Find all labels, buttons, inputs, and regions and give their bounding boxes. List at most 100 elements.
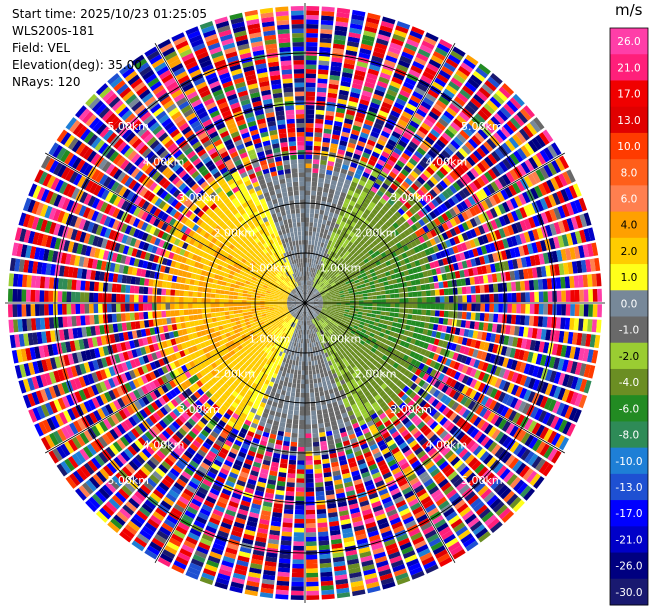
velocity-gate xyxy=(305,411,310,416)
velocity-gate xyxy=(286,373,290,378)
velocity-gate xyxy=(319,540,330,545)
velocity-gate xyxy=(284,363,288,368)
velocity-gate xyxy=(306,519,316,524)
velocity-gate xyxy=(435,310,440,316)
velocity-gate xyxy=(318,65,329,70)
velocity-gate xyxy=(336,306,341,308)
velocity-gate xyxy=(306,537,316,542)
velocity-gate xyxy=(306,478,314,483)
velocity-gate xyxy=(520,281,525,291)
velocity-gate xyxy=(306,447,312,452)
velocity-gate xyxy=(547,317,552,328)
velocity-gate xyxy=(448,288,453,295)
velocity-gate xyxy=(317,87,327,92)
velocity-gate xyxy=(320,373,324,378)
velocity-gate xyxy=(467,295,472,302)
velocity-gate xyxy=(385,290,390,294)
velocity-gate xyxy=(318,182,324,187)
velocity-gate xyxy=(312,177,318,182)
velocity-gate xyxy=(318,536,329,541)
velocity-gate xyxy=(465,321,470,329)
velocity-gate xyxy=(367,313,372,317)
velocity-gate xyxy=(306,541,317,546)
velocity-gate xyxy=(584,289,589,301)
velocity-gate xyxy=(313,374,317,379)
velocity-gate xyxy=(313,446,320,451)
velocity-gate xyxy=(292,564,304,569)
velocity-gate xyxy=(278,567,290,572)
velocity-gate xyxy=(311,186,316,191)
velocity-gate xyxy=(408,309,413,314)
velocity-gate xyxy=(294,523,304,528)
velocity-gate xyxy=(289,455,296,460)
velocity-gate xyxy=(471,312,476,320)
velocity-gate xyxy=(280,459,287,464)
velocity-gate xyxy=(398,288,403,293)
velocity-gate xyxy=(443,281,448,288)
velocity-gate xyxy=(292,577,304,582)
velocity-gate xyxy=(323,137,331,142)
velocity-gate xyxy=(412,286,417,291)
velocity-gate xyxy=(372,310,377,314)
velocity-gate xyxy=(320,567,332,572)
velocity-gate xyxy=(293,541,304,546)
velocity-gate xyxy=(417,291,422,296)
velocity-gate xyxy=(368,303,373,306)
velocity-gate xyxy=(306,492,314,497)
velocity-gate xyxy=(293,419,299,424)
velocity-gate xyxy=(498,283,503,292)
velocity-gate xyxy=(296,388,300,393)
velocity-gate xyxy=(315,209,320,214)
velocity-gate xyxy=(315,392,320,397)
velocity-gate xyxy=(322,459,329,464)
velocity-gate xyxy=(434,317,439,323)
velocity-gate xyxy=(283,513,293,518)
velocity-gate xyxy=(426,304,431,310)
velocity-gate xyxy=(417,297,422,302)
velocity-gate xyxy=(417,303,422,308)
velocity-gate xyxy=(311,410,316,415)
velocity-gate xyxy=(320,396,325,401)
velocity-gate xyxy=(284,504,293,509)
velocity-gate xyxy=(314,464,322,469)
velocity-gate xyxy=(305,227,308,232)
velocity-gate xyxy=(306,92,315,97)
velocity-gate xyxy=(280,418,286,423)
velocity-gate xyxy=(289,378,293,383)
velocity-gate xyxy=(294,410,299,415)
velocity-gate xyxy=(569,276,574,288)
velocity-gate xyxy=(319,545,330,550)
velocity-gate xyxy=(363,303,368,306)
velocity-gate xyxy=(291,388,295,393)
velocity-gate xyxy=(475,313,480,321)
velocity-gate xyxy=(375,315,380,319)
velocity-gate xyxy=(363,297,368,300)
velocity-gate xyxy=(289,373,293,378)
velocity-gate xyxy=(318,78,328,83)
velocity-gate xyxy=(313,379,317,384)
velocity-gate xyxy=(291,433,297,438)
velocity-gate xyxy=(309,263,311,268)
velocity-gate xyxy=(305,393,309,398)
velocity-gate xyxy=(297,375,301,380)
velocity-gate xyxy=(320,160,327,165)
velocity-gate xyxy=(447,280,452,287)
velocity-gate xyxy=(306,168,312,173)
velocity-gate xyxy=(498,294,503,303)
velocity-gate xyxy=(296,478,304,483)
velocity-gate xyxy=(306,514,315,519)
velocity-gate xyxy=(308,240,311,245)
velocity-gate xyxy=(435,289,440,295)
velocity-gate xyxy=(289,405,294,410)
velocity-gate xyxy=(281,540,292,545)
velocity-gate xyxy=(284,377,288,382)
velocity-gate xyxy=(306,105,315,110)
velocity-gate xyxy=(319,60,330,65)
velocity-gate xyxy=(294,370,298,375)
velocity-gate xyxy=(282,409,288,414)
velocity-gate xyxy=(493,314,498,323)
velocity-gate xyxy=(305,231,308,236)
velocity-gate xyxy=(310,209,314,214)
velocity-gate xyxy=(525,304,530,314)
velocity-gate xyxy=(316,110,325,115)
